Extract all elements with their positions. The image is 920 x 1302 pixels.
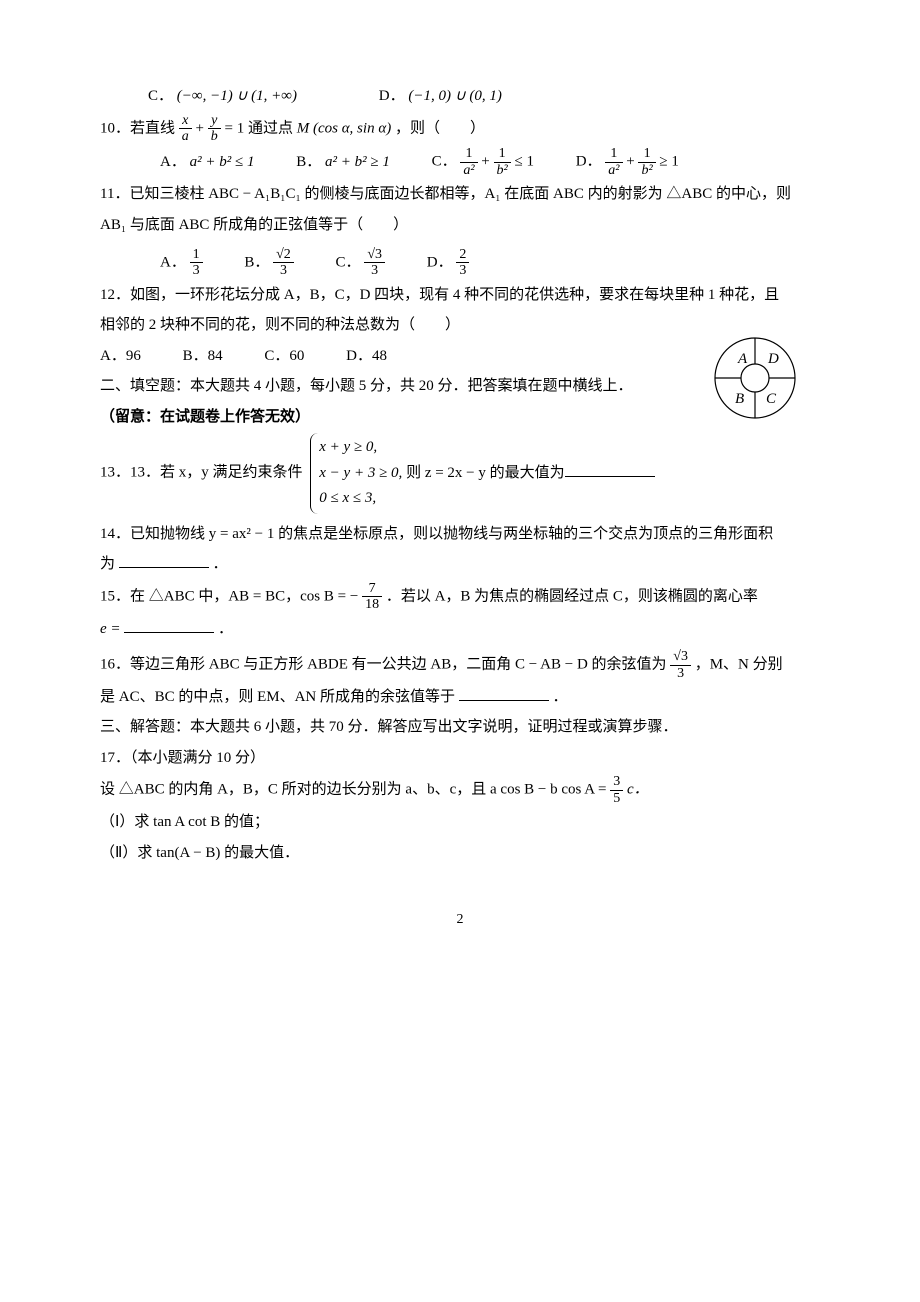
frac: xa [179, 113, 192, 145]
diagram-label-b: B [735, 391, 744, 407]
q14-line2: 为 ． [100, 550, 820, 579]
text: 则 z = 2x − y 的最大值为 [402, 465, 564, 481]
diagram-label-a: A [737, 351, 748, 367]
q11-options: A． 13 B． √23 C． √33 D． 23 [100, 247, 820, 279]
q12-line1: 12．如图，一环形花坛分成 A，B，C，D 四块，现有 4 种不同的花供选种，要… [100, 281, 820, 310]
text: ． [553, 689, 568, 705]
plus: + [196, 120, 208, 136]
frac: √33 [670, 649, 691, 681]
q11-opt-a: A． 13 [160, 247, 203, 279]
q12-opt-b: B．84 [183, 342, 223, 371]
text: e = [100, 621, 124, 637]
q17-part1: （Ⅰ）求 tan A cot B 的值； [100, 808, 820, 837]
point: M (cos α, sin α) [297, 120, 391, 136]
text: 设 △ABC 的内角 A，B，C 所对的边长分别为 a、b、c，且 a cos … [100, 782, 610, 798]
frac: 13 [190, 247, 203, 279]
opt-label: A． [160, 154, 186, 170]
q10-stem: 10．若直线 xa + yb = 1 通过点 M (cos α, sin α) … [100, 113, 820, 145]
frac: 35 [610, 774, 623, 806]
text: 是 AC、BC 的中点，则 EM、AN 所成角的余弦值等于 [100, 689, 455, 705]
q10-opt-b: B． a² + b² ≥ 1 [296, 148, 390, 177]
text: ． [218, 621, 233, 637]
tail: ≥ 1 [659, 154, 678, 170]
text: ，M、N 分别 [695, 656, 783, 672]
frac: 1a² [605, 146, 622, 178]
frac: √33 [364, 247, 385, 279]
q16-line2: 是 AC、BC 的中点，则 EM、AN 所成角的余弦值等于 ． [100, 683, 820, 712]
opt-math: (−1, 0) ∪ (0, 1) [408, 88, 502, 104]
opt-label: D． [576, 154, 602, 170]
frac: 1a² [460, 146, 477, 178]
q12-opt-c: C．60 [264, 342, 304, 371]
plus: + [481, 154, 493, 170]
system-bracket: x + y ≥ 0, x − y + 3 ≥ 0, 则 z = 2x − y 的… [310, 433, 654, 514]
text: 15．在 △ABC 中，AB = BC，cos B = − [100, 588, 358, 604]
opt-math: a² + b² ≥ 1 [325, 154, 390, 170]
q9-opt-d: D． (−1, 0) ∪ (0, 1) [379, 82, 502, 111]
plus: + [626, 154, 638, 170]
q12-opt-a: A．96 [100, 342, 141, 371]
text: ，则（ ） [395, 120, 485, 136]
frac: 23 [456, 247, 469, 279]
q12-diagram-icon: A D B C [710, 333, 800, 423]
q10-options: A． a² + b² ≤ 1 B． a² + b² ≥ 1 C． 1a² + 1… [100, 146, 820, 178]
tail: ≤ 1 [514, 154, 533, 170]
q17-part2: （Ⅱ）求 tan(A − B) 的最大值． [100, 839, 820, 868]
diagram-label-d: D [767, 351, 779, 367]
q12-opt-d: D．48 [346, 342, 387, 371]
q17-stem: 设 △ABC 的内角 A，B，C 所对的边长分别为 a、b、c，且 a cos … [100, 774, 820, 806]
q15-line1: 15．在 △ABC 中，AB = BC，cos B = − 718 ．若以 A，… [100, 581, 820, 613]
text: 10．若直线 [100, 120, 175, 136]
answer-blank [119, 552, 209, 568]
opt-label: C． [432, 154, 457, 170]
q11-line2: AB₁ 与底面 ABC 所成角的正弦值等于（ ） [100, 211, 820, 240]
opt-math: a² + b² ≤ 1 [190, 154, 255, 170]
q11-opt-c: C． √33 [336, 247, 385, 279]
text: ．若以 A，B 为焦点的椭圆经过点 C，则该椭圆的离心率 [386, 588, 758, 604]
q11-line1: 11．已知三棱柱 ABC − A₁B₁C₁ 的侧棱与底面边长都相等，A₁ 在底面… [100, 180, 820, 209]
opt-label: D． [427, 254, 453, 270]
q12-block: 12．如图，一环形花坛分成 A，B，C，D 四块，现有 4 种不同的花供选种，要… [100, 281, 820, 432]
text: 16．等边三角形 ABC 与正方形 ABDE 有一公共边 AB，二面角 C − … [100, 656, 670, 672]
opt-label: C． [336, 254, 361, 270]
diagram-label-c: C [766, 391, 777, 407]
text: 为 [100, 556, 115, 572]
page-number: 2 [100, 907, 820, 934]
opt-math: (−∞, −1) ∪ (1, +∞) [177, 88, 297, 104]
opt-label: C． [148, 88, 173, 104]
sys-line: x − y + 3 ≥ 0, 则 z = 2x − y 的最大值为 [319, 461, 654, 487]
opt-label: D． [379, 88, 405, 104]
frac: 718 [362, 581, 382, 613]
frac: 1b² [494, 146, 511, 178]
answer-blank [565, 461, 655, 477]
q11-opt-b: B． √23 [244, 247, 293, 279]
q9-opt-c: C． (−∞, −1) ∪ (1, +∞) [148, 82, 297, 111]
q9-options: C． (−∞, −1) ∪ (1, +∞) D． (−1, 0) ∪ (0, 1… [100, 82, 820, 111]
q10-opt-c: C． 1a² + 1b² ≤ 1 [432, 146, 534, 178]
answer-blank [124, 617, 214, 633]
q15-line2: e = ． [100, 615, 820, 644]
text: = 1 通过点 [224, 120, 296, 136]
sys-line: x + y ≥ 0, [319, 435, 654, 461]
frac: yb [208, 113, 221, 145]
text: 13．13．若 x，y 满足约束条件 [100, 465, 303, 481]
text: ． [213, 556, 228, 572]
opt-label: B． [296, 154, 321, 170]
q10-opt-a: A． a² + b² ≤ 1 [160, 148, 254, 177]
section3-head: 三、解答题：本大题共 6 小题，共 70 分．解答应写出文字说明，证明过程或演算… [100, 713, 820, 742]
text: c． [627, 782, 649, 798]
q13-stem: 13．13．若 x，y 满足约束条件 x + y ≥ 0, x − y + 3 … [100, 433, 820, 514]
opt-label: B． [244, 254, 269, 270]
answer-blank [459, 685, 549, 701]
q14-line1: 14．已知抛物线 y = ax² − 1 的焦点是坐标原点，则以抛物线与两坐标轴… [100, 520, 820, 549]
frac: √23 [273, 247, 294, 279]
q11-opt-d: D． 23 [427, 247, 470, 279]
opt-label: A． [160, 254, 186, 270]
q16-line1: 16．等边三角形 ABC 与正方形 ABDE 有一公共边 AB，二面角 C − … [100, 649, 820, 681]
q10-opt-d: D． 1a² + 1b² ≥ 1 [576, 146, 679, 178]
sys-line: 0 ≤ x ≤ 3, [319, 486, 654, 512]
frac: 1b² [638, 146, 655, 178]
q17-head: 17．（本小题满分 10 分） [100, 744, 820, 773]
